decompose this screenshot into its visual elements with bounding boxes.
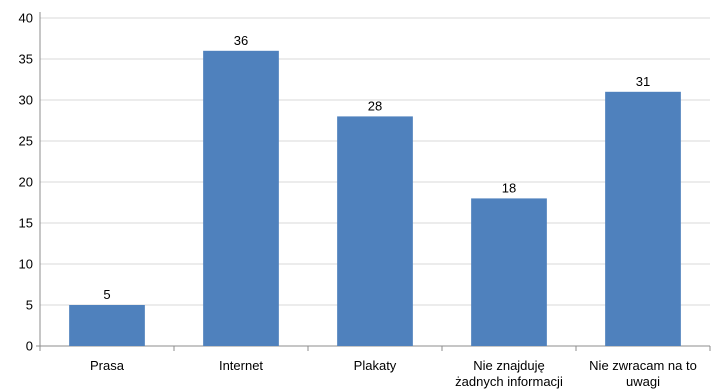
x-category-label: Prasa	[90, 358, 125, 373]
x-category-label: Internet	[219, 358, 263, 373]
y-tick-label: 40	[19, 11, 33, 26]
data-label-3: 18	[502, 180, 516, 195]
data-label-1: 36	[234, 33, 248, 48]
y-tick-label: 20	[19, 175, 33, 190]
y-tick-label: 5	[26, 298, 33, 313]
x-category-label: Nie zwracam na to	[589, 358, 697, 373]
y-tick-label: 15	[19, 216, 33, 231]
y-tick-label: 35	[19, 52, 33, 67]
x-category-label: żadnych informacji	[455, 374, 563, 389]
y-tick-label: 25	[19, 134, 33, 149]
labels: 0 5 10 15 20 25 30 35 40 5 Prasa 36 Internet 28 Plakat…	[19, 11, 697, 390]
data-label-0: 5	[103, 287, 110, 302]
data-label-4: 31	[636, 74, 650, 89]
x-category-label: uwagi	[626, 374, 660, 389]
bars	[69, 50, 681, 347]
bar-0	[69, 305, 145, 346]
y-tick-label: 0	[26, 339, 33, 354]
bar-2	[337, 116, 413, 347]
x-category-label: Nie znajduję	[473, 358, 545, 373]
data-label-2: 28	[368, 98, 382, 113]
bar-1	[203, 50, 279, 347]
bar-3	[471, 198, 547, 346]
y-tick-label: 30	[19, 93, 33, 108]
x-category-label: Plakaty	[354, 358, 397, 373]
y-tick-label: 10	[19, 257, 33, 272]
bar-4	[605, 91, 681, 346]
